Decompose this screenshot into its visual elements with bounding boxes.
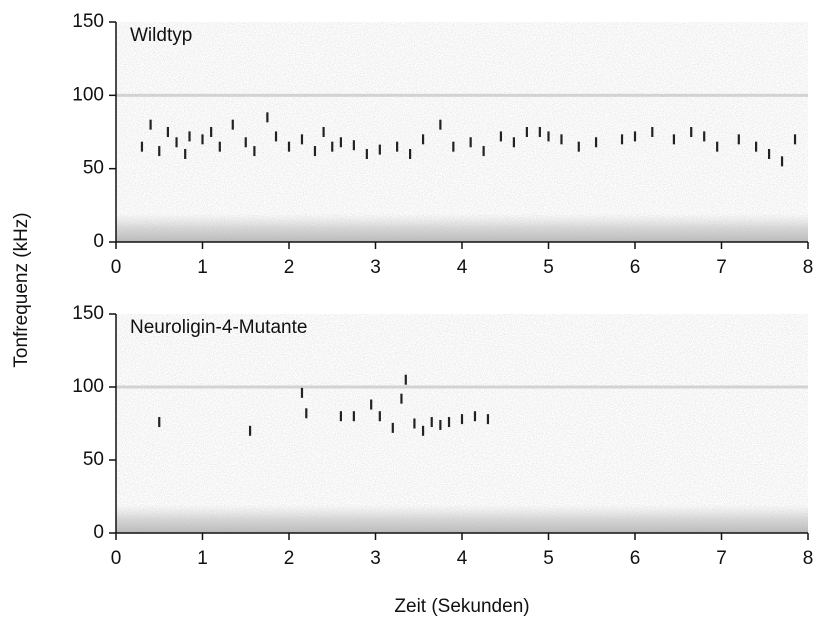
y-tick-label: 50 [83, 449, 104, 470]
x-tick-label: 5 [543, 257, 554, 278]
y-tick-label: 50 [83, 158, 104, 179]
y-tick-label: 150 [72, 303, 104, 324]
y-tick-label: 100 [72, 84, 104, 105]
noise-texture [116, 22, 808, 242]
y-tick-label: 0 [93, 231, 104, 252]
x-tick-label: 7 [716, 548, 727, 569]
x-tick-label: 1 [197, 548, 208, 569]
x-tick-label: 4 [457, 257, 468, 278]
x-tick-label: 0 [111, 257, 122, 278]
low-noise-band [116, 504, 808, 533]
x-axis-label: Zeit (Sekunden) [394, 596, 529, 617]
x-tick-label: 6 [630, 548, 641, 569]
low-noise-band [116, 213, 808, 242]
y-tick-label: 100 [72, 376, 104, 397]
panel-title: Neuroligin-4-Mutante [130, 317, 307, 338]
panel-title: Wildtyp [130, 25, 192, 46]
x-tick-label: 2 [284, 257, 295, 278]
x-tick-label: 8 [803, 548, 814, 569]
x-tick-label: 8 [803, 257, 814, 278]
x-tick-label: 3 [370, 257, 381, 278]
reference-band [116, 385, 808, 389]
x-tick-label: 1 [197, 257, 208, 278]
y-tick-label: 150 [72, 11, 104, 32]
x-tick-label: 5 [543, 548, 554, 569]
y-tick-label: 0 [93, 522, 104, 543]
x-tick-label: 7 [716, 257, 727, 278]
x-tick-label: 3 [370, 548, 381, 569]
x-tick-label: 4 [457, 548, 468, 569]
reference-band [116, 93, 808, 97]
x-tick-label: 0 [111, 548, 122, 569]
y-axis-label: Tonfrequenz (kHz) [11, 212, 32, 367]
x-tick-label: 6 [630, 257, 641, 278]
x-tick-label: 2 [284, 548, 295, 569]
